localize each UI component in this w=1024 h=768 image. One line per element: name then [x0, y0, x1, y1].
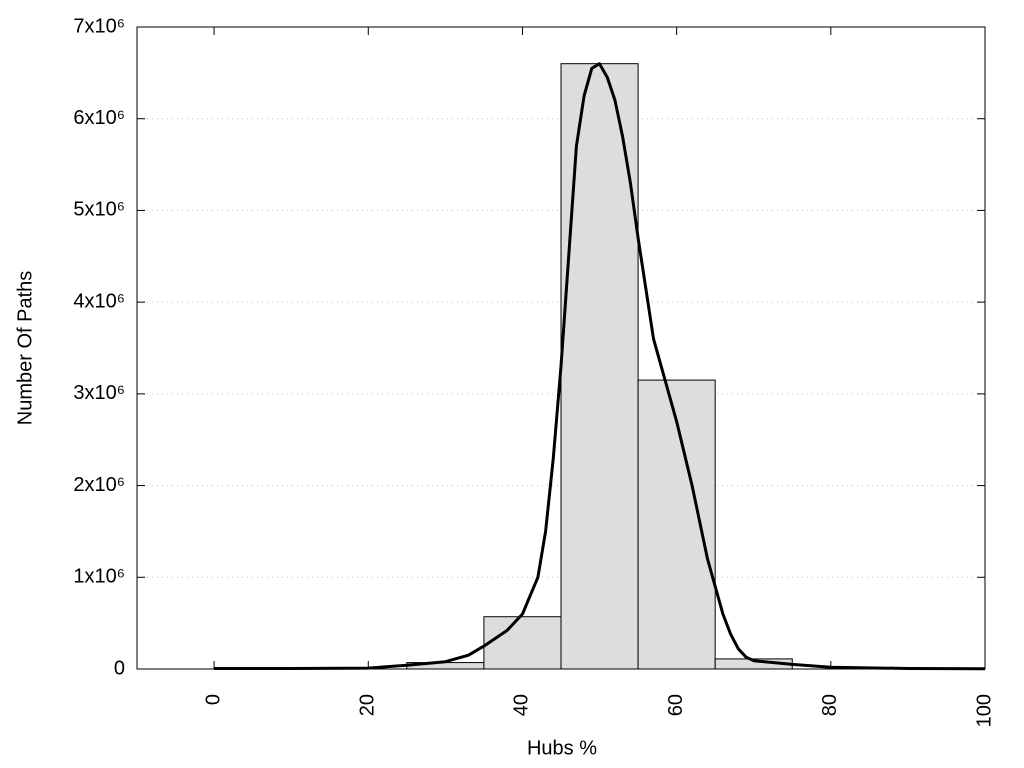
- x-axis-label: Hubs %: [527, 737, 597, 759]
- y-tick-label: 1x10⁶: [73, 566, 125, 588]
- y-tick-label: 0: [114, 657, 125, 679]
- plot-frame: [136, 26, 986, 670]
- y-tick-label: 4x10⁶: [73, 290, 125, 312]
- y-tick-label: 7x10⁶: [73, 15, 125, 37]
- x-tick-label: 0: [202, 694, 224, 705]
- x-tick-label: 80: [819, 694, 841, 716]
- y-tick-label: 6x10⁶: [73, 107, 125, 129]
- y-tick-label: 5x10⁶: [73, 199, 125, 221]
- curve: [214, 62, 986, 671]
- y-tick-label: 3x10⁶: [73, 382, 125, 404]
- x-tick-label: 60: [665, 694, 687, 716]
- bar: [637, 379, 716, 670]
- y-axis-label: Number Of Paths: [14, 271, 36, 426]
- x-tick-label: 100: [973, 694, 995, 727]
- x-tick-label: 40: [511, 694, 533, 716]
- bar: [483, 616, 562, 670]
- y-tick-label: 2x10⁶: [73, 474, 125, 496]
- x-tick-label: 20: [357, 694, 379, 716]
